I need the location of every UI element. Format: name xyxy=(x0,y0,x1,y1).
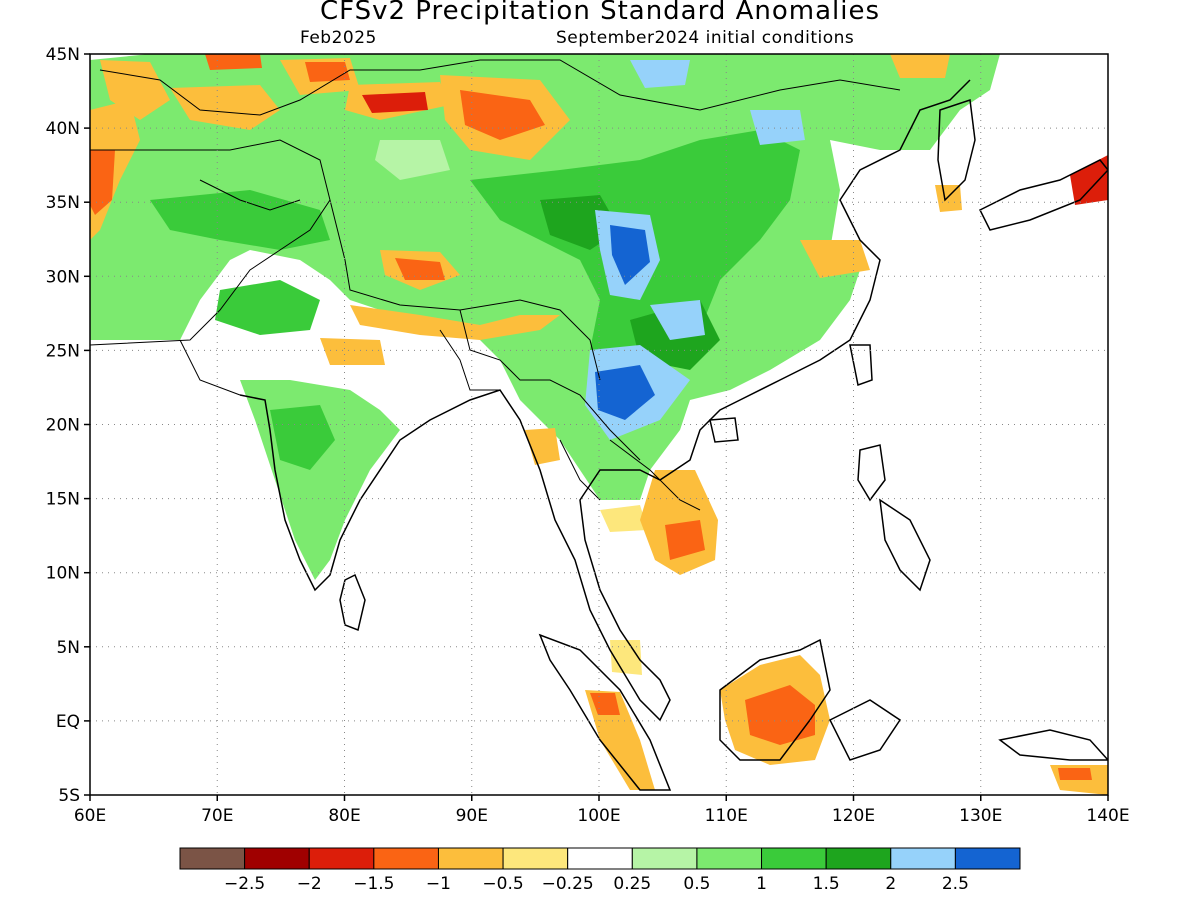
anomaly-negative-region xyxy=(665,520,705,560)
anomaly-negative-region xyxy=(100,60,170,120)
anomaly-positive-region xyxy=(270,405,335,470)
y-tick-label: 5S xyxy=(58,786,80,806)
y-tick-label: 20N xyxy=(46,416,80,436)
colorbar-swatch xyxy=(502,847,569,870)
colorbar-swatch xyxy=(373,847,439,870)
colorbar-label: −2.5 xyxy=(224,874,265,894)
y-tick-label: 15N xyxy=(46,490,80,510)
anomaly-negative-region xyxy=(640,470,718,575)
anomaly-negative-region xyxy=(362,92,428,113)
anomaly-negative-region xyxy=(305,62,350,82)
anomaly-negative-region xyxy=(320,338,385,365)
y-tick-label: 45N xyxy=(46,45,80,65)
colorbar-swatch xyxy=(179,847,246,870)
colorbar-label: 0.5 xyxy=(683,874,710,894)
colorbar-swatch xyxy=(954,847,1021,870)
forecast-month: Feb2025 xyxy=(300,28,377,48)
x-tick-label: 120E xyxy=(832,806,875,826)
colorbar-swatch xyxy=(244,847,310,870)
anomaly-negative-region xyxy=(745,685,815,745)
anomaly-negative-region xyxy=(350,305,560,340)
anomaly-negative-region xyxy=(890,54,950,78)
anomaly-negative-region xyxy=(590,693,620,715)
anomaly-negative-region xyxy=(395,258,445,280)
y-tick-label: 35N xyxy=(46,193,80,213)
anomaly-positive-region xyxy=(375,140,450,180)
x-tick-label: 80E xyxy=(328,806,360,826)
anomaly-negative-region xyxy=(170,85,280,130)
colorbar-label: 1 xyxy=(756,874,767,894)
colorbar: −2.5 −2 −1.5 −1 −0.5 −0.25 0.25 0.5 1 1.5 2 2.5 xyxy=(179,847,1021,894)
colorbar-swatch xyxy=(890,847,956,870)
y-tick-label: 10N xyxy=(46,564,80,584)
colorbar-label: 2.5 xyxy=(942,874,969,894)
colorbar-label: −2 xyxy=(297,874,322,894)
anomaly-negative-region xyxy=(600,505,648,532)
anomaly-negative-region xyxy=(610,640,642,675)
x-tick-label: 90E xyxy=(456,806,488,826)
anomaly-negative-region xyxy=(205,54,262,70)
colorbar-label: −1 xyxy=(426,874,451,894)
colorbar-swatch xyxy=(567,847,633,870)
colorbar-label: 2 xyxy=(885,874,896,894)
y-tick-label: 40N xyxy=(46,119,80,139)
y-tick-label: 30N xyxy=(46,267,80,287)
x-tick-label: 110E xyxy=(705,806,748,826)
x-tick-label: 70E xyxy=(201,806,233,826)
coastlines xyxy=(239,79,1108,791)
colorbar-label: 0.25 xyxy=(613,874,651,894)
colorbar-label: −1.5 xyxy=(353,874,394,894)
colorbar-swatch xyxy=(308,847,375,870)
colorbar-swatch xyxy=(631,847,698,870)
anomaly-positive-region xyxy=(630,60,690,88)
x-tick-label: 60E xyxy=(74,806,106,826)
y-tick-label: 5N xyxy=(56,638,80,658)
colorbar-label: −0.25 xyxy=(542,874,594,894)
anomaly-positive-region xyxy=(595,365,655,420)
colorbar-swatch xyxy=(825,847,892,870)
y-tick-label: EQ xyxy=(56,712,80,732)
anomaly-positive-region xyxy=(650,300,705,340)
colorbar-label: 1.5 xyxy=(813,874,840,894)
anomaly-negative-region xyxy=(90,150,115,215)
anomaly-negative-region xyxy=(1070,155,1108,205)
colorbar-swatch xyxy=(437,847,504,870)
colorbar-swatch xyxy=(696,847,763,870)
anomaly-negative-region xyxy=(1058,768,1092,780)
anomaly-field xyxy=(90,54,1108,795)
colorbar-swatch xyxy=(761,847,827,870)
initial-conditions-label: September2024 initial conditions xyxy=(556,28,855,48)
colorbar-label: −0.5 xyxy=(482,874,523,894)
anomaly-positive-region xyxy=(610,225,650,285)
x-tick-label: 140E xyxy=(1086,806,1129,826)
anomaly-negative-region xyxy=(800,240,870,278)
country-borders xyxy=(90,59,901,511)
anomaly-positive-region xyxy=(750,110,805,145)
y-tick-label: 25N xyxy=(46,341,80,361)
axis-ticks: 60E 70E 80E 90E 100E 110E 120E 130E 140E 45N 40N 35… xyxy=(46,45,1130,826)
x-tick-label: 130E xyxy=(959,806,1002,826)
anomaly-negative-region xyxy=(935,185,962,212)
anomaly-positive-region xyxy=(215,280,320,335)
map-title: CFSv2 Precipitation Standard Anomalies xyxy=(319,0,881,26)
x-tick-label: 100E xyxy=(577,806,620,826)
anomaly-negative-region xyxy=(460,90,545,140)
